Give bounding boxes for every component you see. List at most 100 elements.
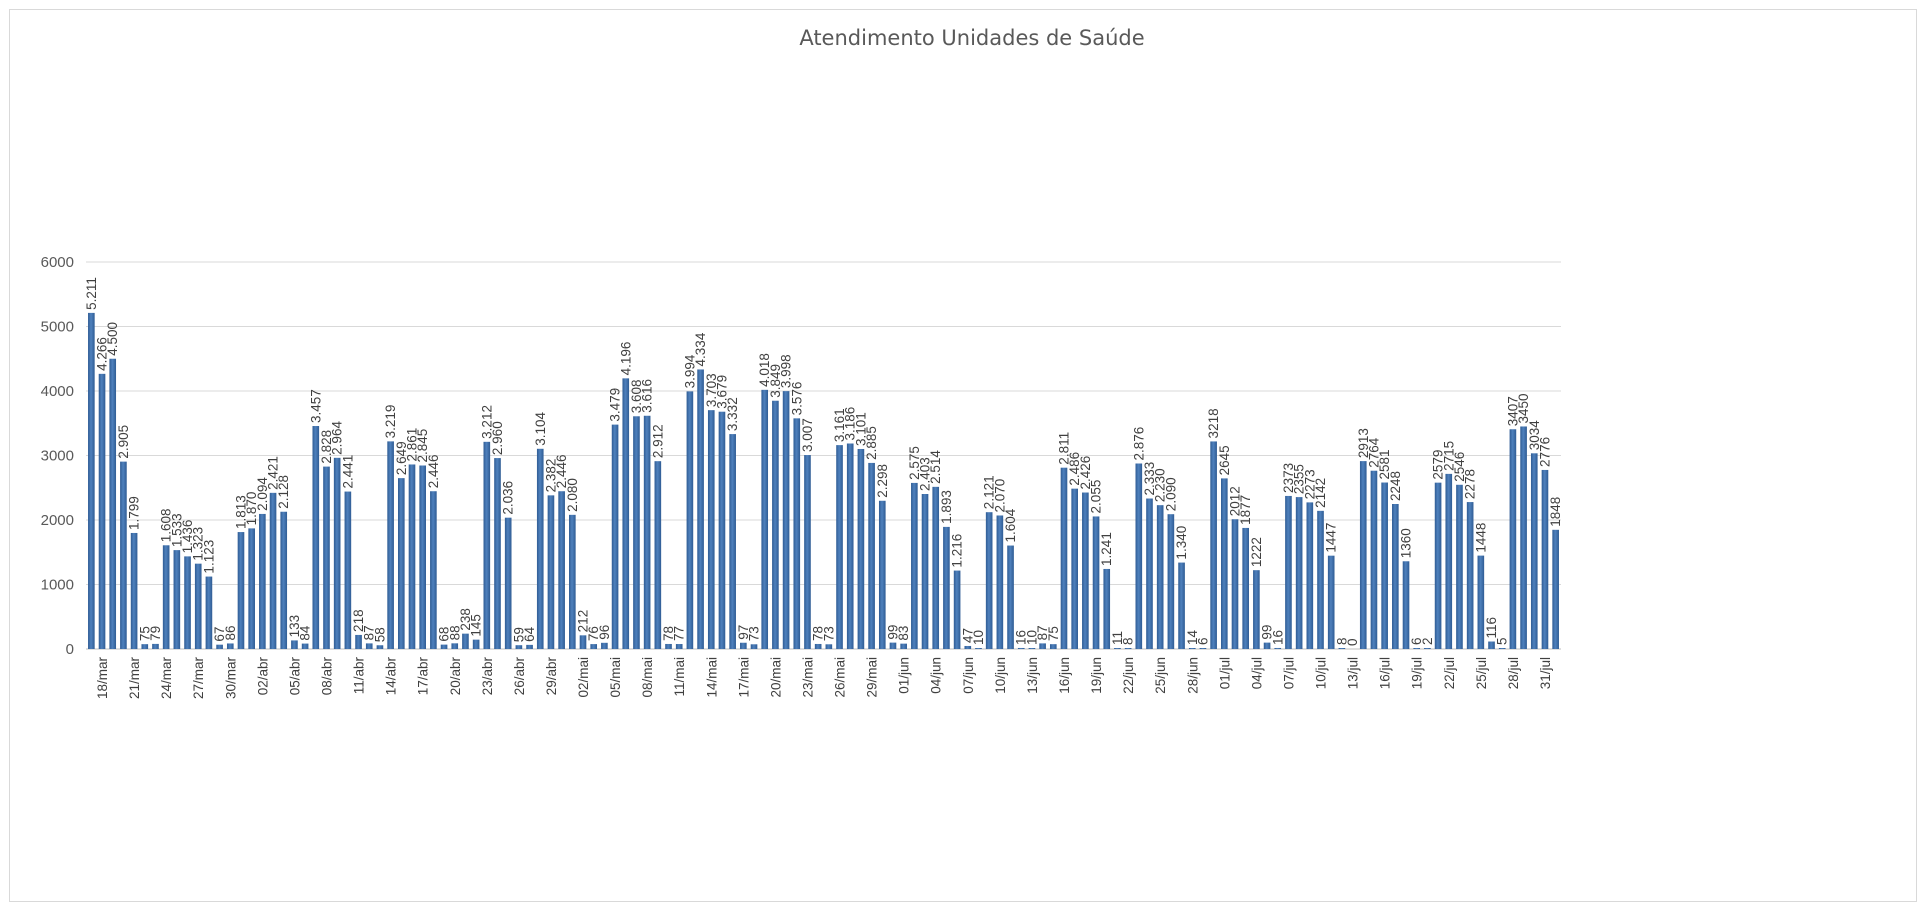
bar xyxy=(1092,516,1100,649)
data-label: 2.421 xyxy=(266,456,281,490)
bar xyxy=(526,644,533,649)
bar xyxy=(707,410,715,649)
x-tick-label: 19/jul xyxy=(1410,657,1425,689)
data-label: 10 xyxy=(1024,630,1039,645)
data-label: 2.861 xyxy=(404,428,419,462)
bar xyxy=(1370,470,1378,649)
bar xyxy=(825,644,833,649)
data-label: 2142 xyxy=(1313,478,1328,508)
data-label: 3218 xyxy=(1206,408,1221,438)
data-label: 1.533 xyxy=(169,513,184,547)
data-label: 3.212 xyxy=(479,405,494,439)
data-label: 3.576 xyxy=(789,382,804,416)
data-label: 2.036 xyxy=(501,481,516,515)
bar xyxy=(226,643,234,649)
bar xyxy=(1477,555,1485,649)
bar xyxy=(269,492,277,649)
bar xyxy=(1445,473,1453,649)
data-label: 8 xyxy=(1121,637,1136,645)
data-label: 2278 xyxy=(1463,469,1478,499)
x-tick-label: 22/jul xyxy=(1442,657,1457,689)
bar xyxy=(1039,643,1046,649)
data-label: 2.403 xyxy=(918,457,933,491)
x-tick-label: 25/jul xyxy=(1474,657,1489,689)
x-tick-label: 16/jun xyxy=(1057,657,1072,694)
y-tick-label: 2000 xyxy=(41,512,74,529)
data-label: 75 xyxy=(137,626,152,641)
data-label: 2715 xyxy=(1441,441,1456,471)
bar xyxy=(675,644,683,649)
x-tick-label: 11/mai xyxy=(672,657,687,697)
bar xyxy=(1402,561,1410,649)
bar xyxy=(1317,510,1324,649)
bar xyxy=(515,645,523,649)
bar xyxy=(601,642,608,649)
data-label: 3407 xyxy=(1505,396,1520,426)
data-label: 2.298 xyxy=(875,464,890,498)
bar xyxy=(1167,514,1175,649)
data-label: 86 xyxy=(223,625,238,640)
y-tick-label: 5000 xyxy=(41,319,74,336)
data-label: 2.649 xyxy=(394,441,409,475)
bar xyxy=(1306,502,1314,649)
data-label: 3.608 xyxy=(629,379,644,413)
x-tick-label: 05/abr xyxy=(287,656,302,695)
data-label: 1.323 xyxy=(191,527,206,561)
y-tick-label: 6000 xyxy=(41,254,74,271)
bar xyxy=(1156,505,1164,649)
bar xyxy=(1541,469,1549,649)
data-label: 2645 xyxy=(1217,445,1232,475)
data-label: 3.457 xyxy=(308,389,323,423)
bar xyxy=(846,443,854,649)
bar xyxy=(141,644,149,649)
data-label: 2.845 xyxy=(415,429,430,463)
x-tick-label: 28/jul xyxy=(1506,657,1521,689)
data-label: 1877 xyxy=(1238,495,1253,525)
data-label: 8 xyxy=(1334,637,1349,645)
x-axis-ticks: 18/mar 21/mar 24/mar 27/mar 30/mar 02/abr 05/a… xyxy=(95,656,1553,699)
x-tick-label: 23/abr xyxy=(480,656,495,695)
bar xyxy=(376,645,384,649)
bar xyxy=(1199,648,1207,649)
bar xyxy=(857,448,865,649)
bar xyxy=(1338,648,1346,649)
data-label: 2776 xyxy=(1537,437,1552,467)
y-axis-ticks: 0 1000 2000 3000 4000 5000 6000 xyxy=(41,254,74,658)
data-label: 1.813 xyxy=(233,495,248,529)
bar xyxy=(814,643,822,649)
bar xyxy=(451,643,459,649)
bar xyxy=(772,400,779,649)
data-label: 10 xyxy=(971,630,986,645)
bar xyxy=(643,415,651,649)
bar xyxy=(1488,641,1495,649)
bar xyxy=(761,389,769,649)
data-label: 2.055 xyxy=(1089,480,1104,514)
bar xyxy=(365,643,373,649)
bar xyxy=(323,466,330,649)
data-label: 5 xyxy=(1495,637,1510,645)
bar xyxy=(355,634,362,649)
data-label: 3.007 xyxy=(800,418,815,452)
bar xyxy=(921,494,929,649)
bar xyxy=(953,570,961,649)
data-label: 3.998 xyxy=(779,354,794,388)
bar xyxy=(1103,568,1111,649)
x-tick-label: 28/jun xyxy=(1185,657,1200,694)
data-label: 4.334 xyxy=(693,332,708,366)
bar xyxy=(1124,648,1132,649)
gridlines xyxy=(86,261,1561,650)
data-label: 4.500 xyxy=(105,322,120,356)
data-label: 2546 xyxy=(1452,452,1467,482)
bar xyxy=(1456,484,1463,649)
bar xyxy=(419,465,426,649)
bar xyxy=(686,391,694,649)
bar xyxy=(1188,648,1196,649)
data-label: 2.426 xyxy=(1078,456,1093,490)
bar xyxy=(205,576,213,649)
bar xyxy=(1028,648,1036,649)
bar xyxy=(836,445,843,649)
bar xyxy=(1135,463,1143,649)
y-tick-label: 4000 xyxy=(41,383,74,400)
data-label: 68 xyxy=(437,627,452,642)
data-label: 58 xyxy=(372,627,387,642)
